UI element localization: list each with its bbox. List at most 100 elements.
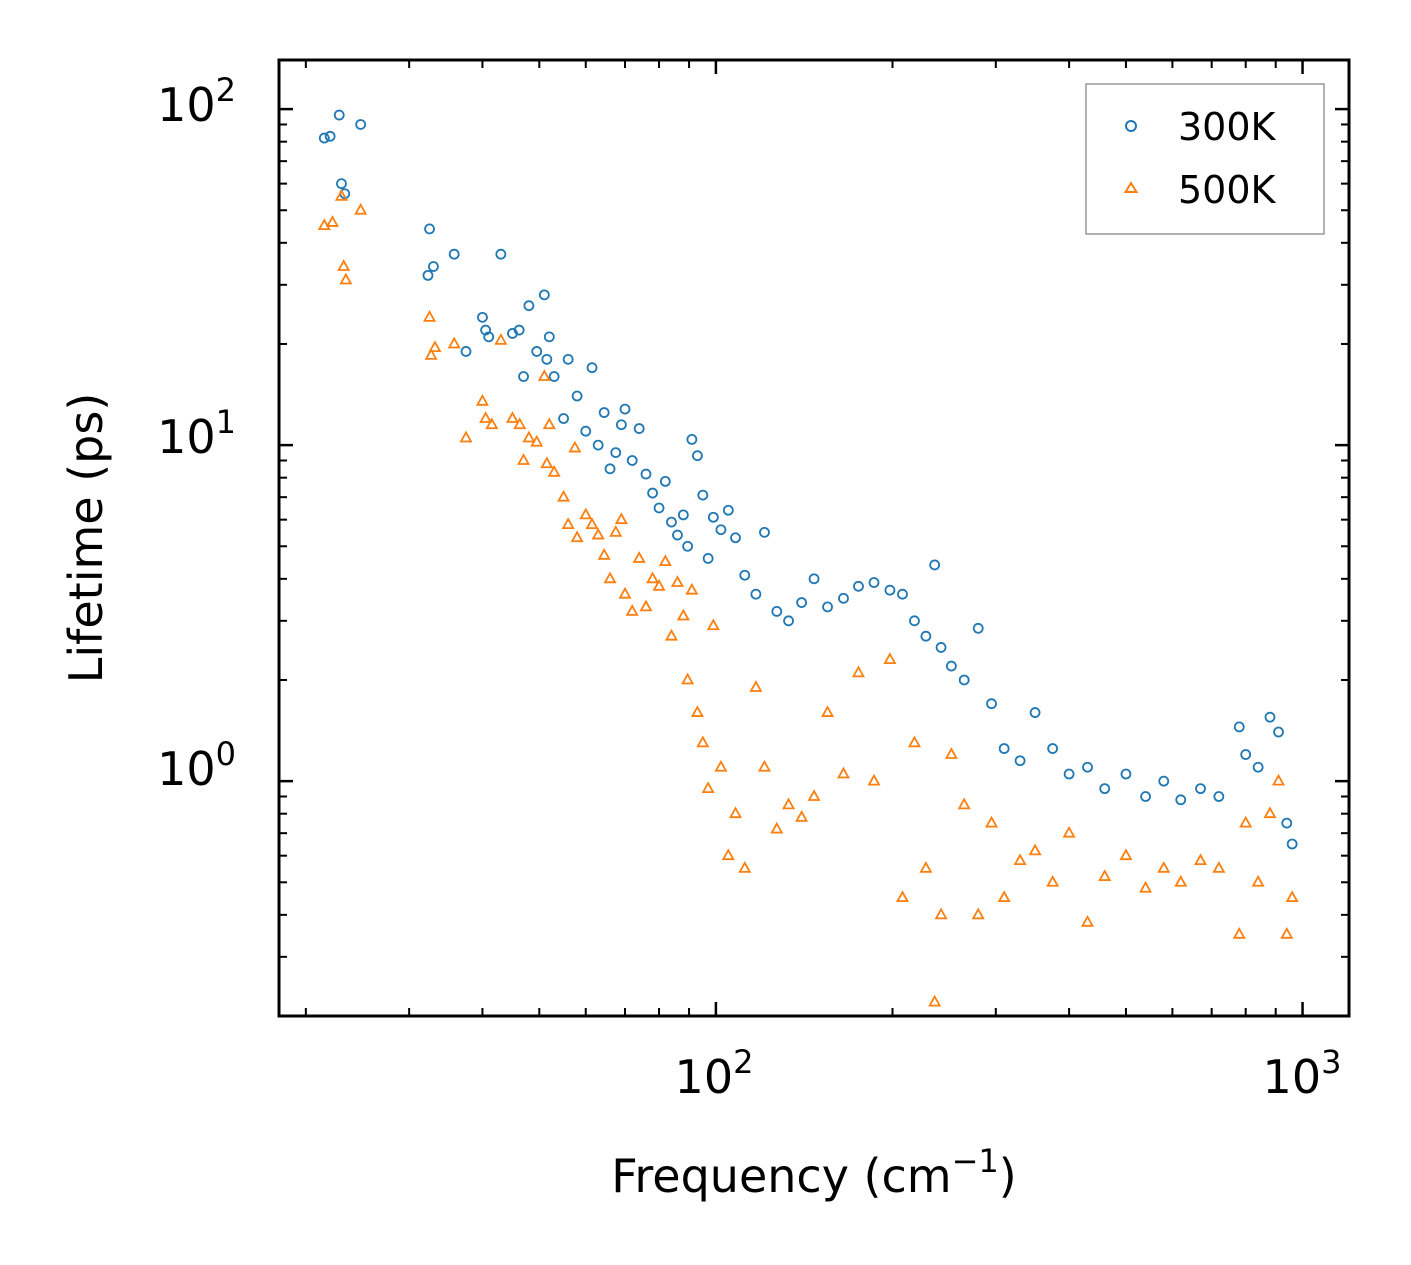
point-300K — [808, 573, 820, 585]
point-500K — [681, 672, 695, 685]
point-300K — [538, 289, 550, 301]
point-300K — [1029, 707, 1041, 718]
point-300K — [1195, 783, 1206, 795]
point-500K — [728, 806, 743, 819]
point-500K — [919, 861, 933, 873]
point-500K — [603, 571, 617, 584]
point-300K — [998, 743, 1010, 754]
point-300K — [448, 248, 460, 260]
point-500K — [1013, 853, 1027, 866]
point-500K — [325, 215, 339, 227]
point-500K — [782, 797, 796, 810]
point-300K — [945, 660, 957, 672]
point-300K — [619, 403, 631, 415]
point-500K — [1285, 890, 1299, 903]
point-500K — [547, 464, 561, 477]
point-500K — [447, 336, 461, 349]
point-500K — [639, 599, 653, 612]
point-300K — [659, 475, 671, 487]
point-300K — [513, 324, 525, 336]
point-300K — [750, 588, 762, 600]
series-layer — [317, 109, 1299, 1007]
point-300K — [1120, 768, 1132, 780]
point-500K — [1139, 880, 1153, 893]
point-500K — [676, 608, 690, 621]
x-tick-labels: 102 103 — [675, 1043, 1342, 1104]
point-500K — [883, 652, 897, 664]
point-500K — [1119, 848, 1133, 861]
point-300K — [1014, 755, 1026, 767]
point-300K — [972, 622, 984, 634]
point-500K — [557, 489, 571, 502]
point-300K — [1273, 726, 1284, 738]
point-500K — [1174, 874, 1188, 887]
point-300K — [428, 261, 439, 272]
y-tick-label: 102 — [157, 71, 236, 132]
point-500K — [770, 821, 784, 834]
point-300K — [707, 511, 719, 523]
point-500K — [597, 547, 611, 560]
series-500K — [317, 188, 1299, 1007]
point-300K — [1099, 783, 1111, 795]
point-500K — [522, 430, 536, 443]
point-300K — [653, 502, 665, 514]
point-300K — [759, 526, 770, 538]
point-300K — [958, 674, 970, 686]
point-500K — [618, 586, 632, 599]
point-300K — [336, 178, 347, 190]
point-500K — [646, 571, 660, 584]
point-300K — [580, 425, 592, 437]
point-300K — [523, 300, 535, 312]
point-300K — [615, 419, 627, 431]
point-300K — [897, 588, 908, 600]
x-tick-label: 102 — [675, 1043, 754, 1104]
point-500K — [664, 628, 679, 641]
point-500K — [807, 789, 821, 801]
point-500K — [1251, 874, 1265, 887]
point-500K — [423, 310, 437, 322]
point-500K — [670, 575, 684, 587]
point-300K — [422, 269, 434, 281]
point-500K — [428, 340, 442, 353]
point-500K — [934, 907, 948, 920]
point-300K — [495, 248, 507, 260]
point-500K — [658, 554, 672, 567]
point-500K — [517, 453, 531, 465]
point-300K — [986, 698, 997, 710]
point-500K — [1028, 843, 1042, 856]
point-300K — [697, 489, 709, 501]
point-300K — [477, 311, 488, 323]
point-500K — [479, 411, 493, 423]
point-300K — [610, 447, 622, 459]
point-500K — [696, 735, 710, 748]
point-300K — [1213, 791, 1225, 802]
point-300K — [868, 577, 880, 588]
legend-box — [1085, 83, 1325, 235]
point-300K — [730, 532, 741, 544]
point-500K — [1098, 869, 1112, 881]
point-500K — [537, 369, 551, 381]
point-500K — [513, 417, 527, 430]
y-tick-label: 100 — [157, 735, 236, 796]
point-300K — [722, 504, 734, 516]
point-300K — [739, 569, 751, 581]
point-300K — [626, 455, 638, 466]
point-500K — [1193, 853, 1208, 866]
point-500K — [971, 907, 985, 920]
y-tick-label: 101 — [157, 403, 236, 464]
point-500K — [570, 530, 584, 543]
point-500K — [632, 551, 646, 563]
point-500K — [354, 202, 368, 215]
point-500K — [579, 507, 593, 520]
point-300K — [822, 601, 833, 613]
point-300K — [929, 559, 941, 571]
point-500K — [505, 411, 519, 423]
point-500K — [1080, 914, 1095, 927]
point-500K — [334, 188, 348, 201]
point-500K — [1263, 806, 1277, 819]
point-300K — [318, 132, 330, 144]
point-300K — [1175, 794, 1187, 806]
y-tick-labels: 100 101 102 — [157, 71, 236, 796]
point-500K — [424, 347, 438, 360]
